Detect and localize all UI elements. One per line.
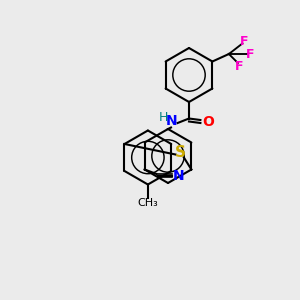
Text: F: F xyxy=(235,60,244,73)
Text: H: H xyxy=(159,111,168,124)
Text: N: N xyxy=(172,169,184,182)
Text: CH₃: CH₃ xyxy=(137,198,158,208)
Text: S: S xyxy=(175,145,186,160)
Text: F: F xyxy=(240,35,248,48)
Text: F: F xyxy=(246,47,255,61)
Text: N: N xyxy=(166,114,177,128)
Text: O: O xyxy=(202,115,214,128)
